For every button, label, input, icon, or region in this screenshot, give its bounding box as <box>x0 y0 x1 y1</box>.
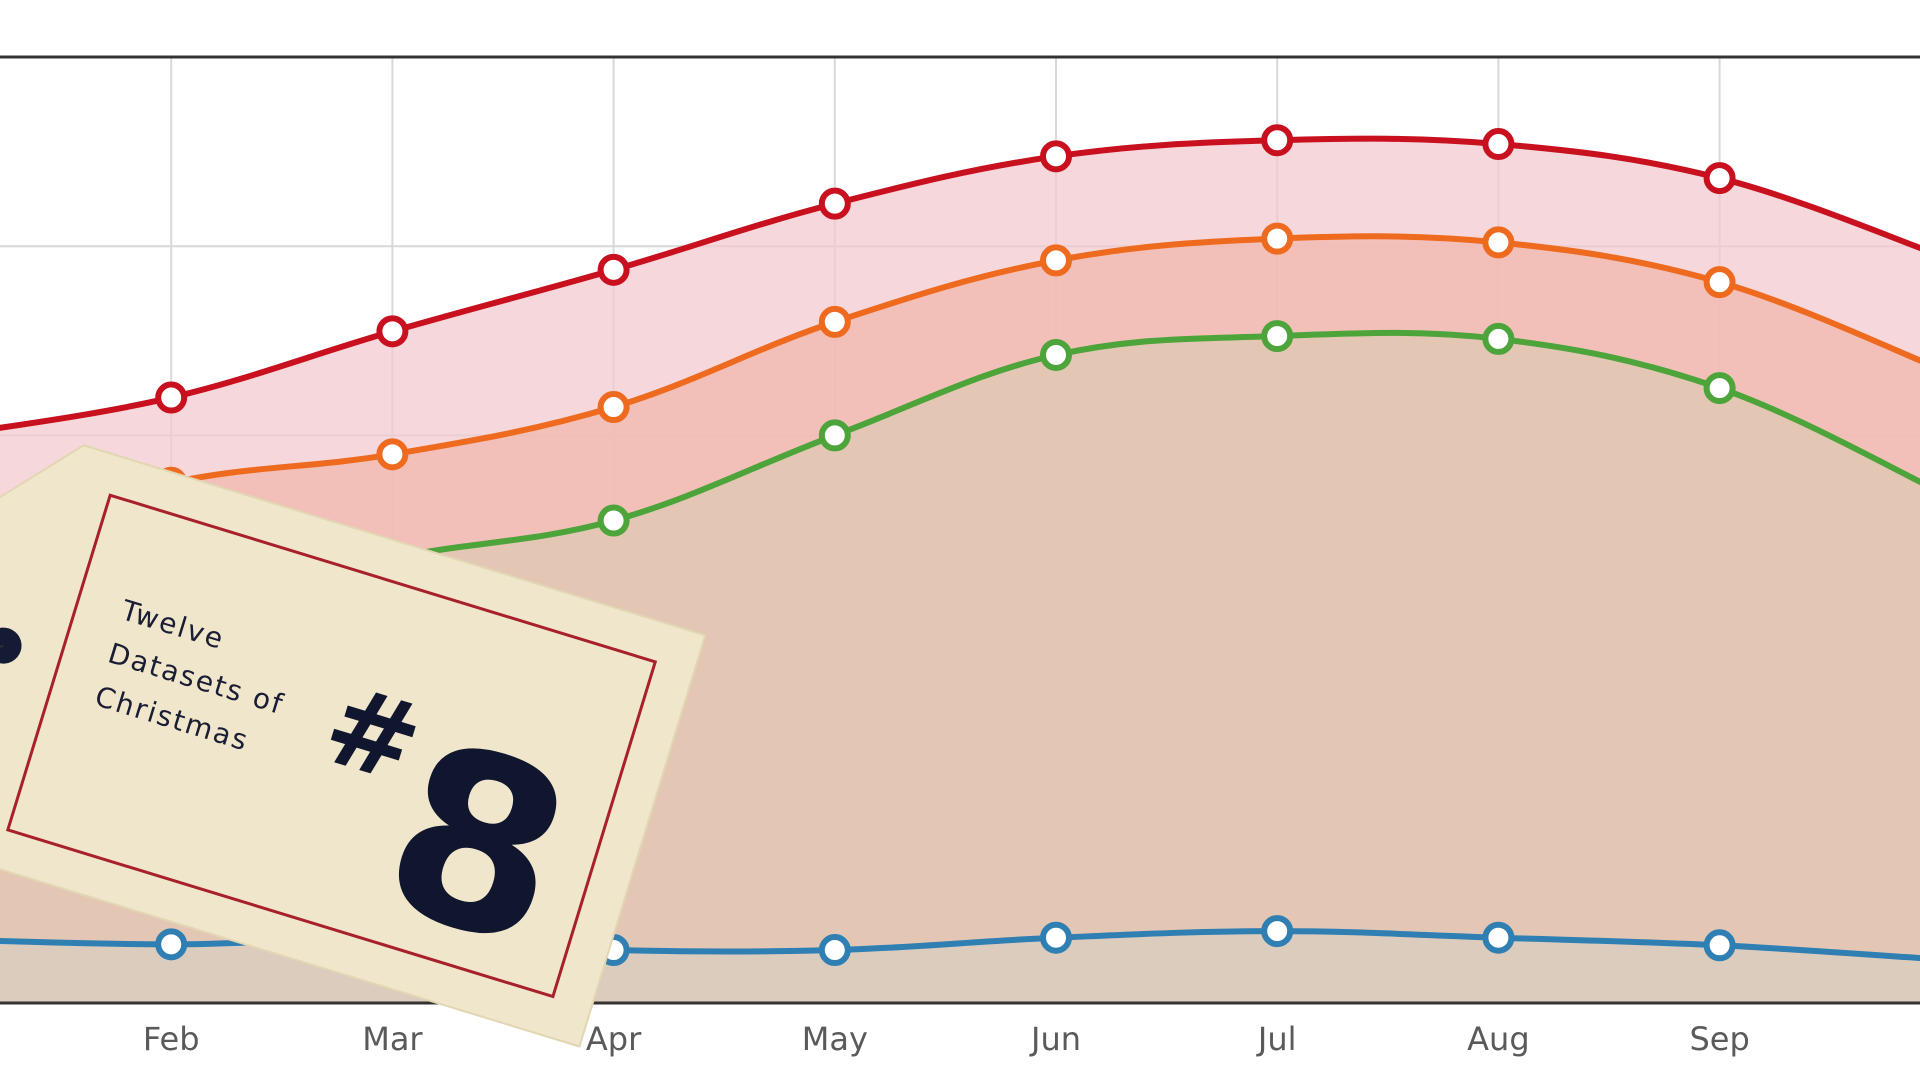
series-1-point <box>155 381 188 414</box>
series-3-point <box>1261 320 1294 353</box>
series-4-point <box>1482 921 1515 954</box>
series-1-point <box>1482 128 1515 161</box>
series-2-point <box>818 305 851 338</box>
series-2-line <box>0 233 1920 536</box>
series-2-point <box>1482 226 1515 259</box>
series-1-line <box>0 135 1920 431</box>
series-3-point <box>1040 338 1072 371</box>
series-1-point <box>1040 140 1072 173</box>
twelve-datasets-tag: Twelve Datasets of Christmas # 8 <box>0 444 707 1048</box>
tag-border <box>5 493 658 999</box>
series-4-point <box>818 934 851 967</box>
series-1-point <box>376 315 409 348</box>
x-tick-label: Sep <box>1689 1020 1749 1058</box>
tag-paper <box>0 444 707 1048</box>
series-2-point <box>1261 222 1294 255</box>
series-2-point <box>376 438 409 471</box>
series-4-point <box>1261 915 1294 948</box>
series-4-point <box>1703 929 1736 962</box>
series-3-point <box>597 504 630 537</box>
series-4-point <box>1040 921 1072 954</box>
series-1-point <box>597 253 630 286</box>
x-tick-labels: FebMarAprMayJunJulAugSepO <box>143 1020 1750 1058</box>
x-tick-label: Mar <box>362 1020 423 1058</box>
x-tick-label: Jul <box>1256 1020 1297 1058</box>
series-3-point <box>1703 372 1736 405</box>
axes <box>0 55 1920 1005</box>
series-1-point <box>1261 124 1294 157</box>
tag-hole-icon <box>0 627 22 664</box>
series-1-point <box>1703 162 1736 195</box>
x-tick-label: Feb <box>143 1020 200 1058</box>
series-3-point <box>1482 322 1515 355</box>
series-4-point <box>155 928 188 961</box>
series-2-point <box>597 391 630 424</box>
x-tick-label: May <box>802 1020 868 1058</box>
series-2-point <box>1040 244 1072 277</box>
series-3-point <box>818 419 851 452</box>
series-2-point <box>1703 266 1736 299</box>
series-1-point <box>818 187 851 220</box>
x-tick-label: Aug <box>1467 1020 1529 1058</box>
x-tick-label: Jun <box>1029 1020 1081 1058</box>
x-tick-label: Apr <box>586 1020 642 1058</box>
